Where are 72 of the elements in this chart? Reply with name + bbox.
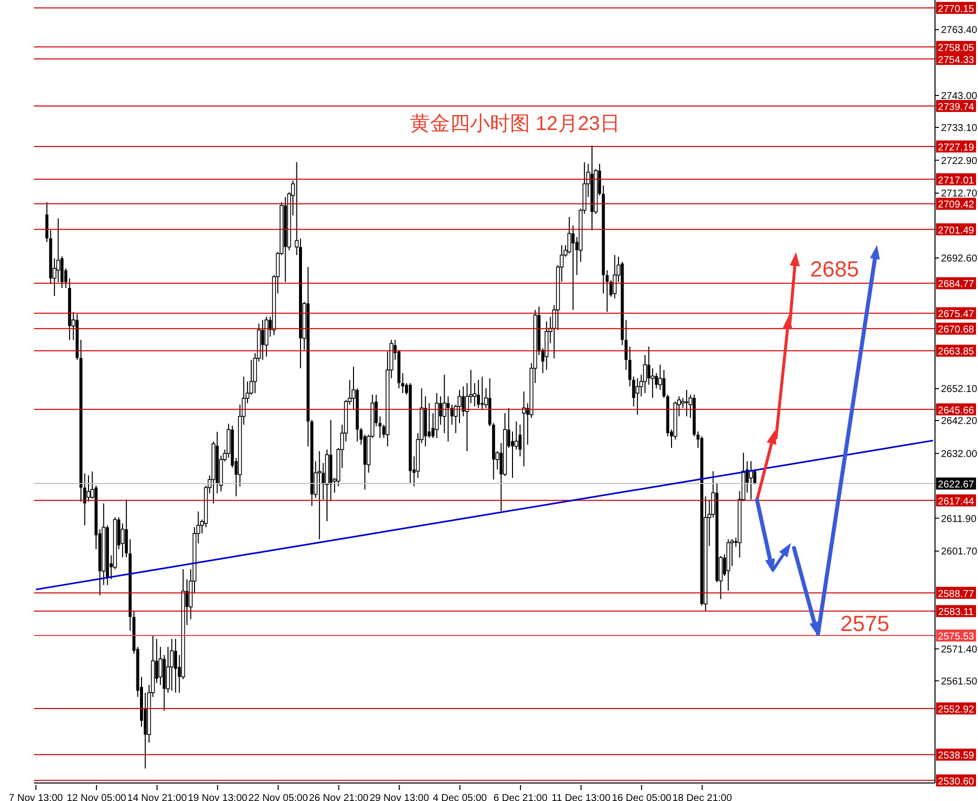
ref-line-label: 2717.01 [938,175,975,186]
candlestick [749,460,753,500]
ref-line-label: 2727.19 [938,142,975,154]
annotation: 2685 [810,256,860,282]
x-tick-label: 12 Nov 05:00 [66,793,127,801]
y-tick-label: 2642.20 [941,416,978,428]
candlestick [462,386,465,417]
ref-line-label: 2663.85 [938,346,975,358]
y-tick-label: 2763.40 [941,25,978,36]
x-tick-label: 19 Nov 13:00 [188,793,248,801]
candlestick [120,522,124,558]
y-tick-label: 2652.10 [941,384,978,396]
ref-line-label: 2670.68 [938,324,975,336]
y-tick-label: 2733.10 [941,122,978,134]
ref-line-label: 2552.92 [938,704,975,716]
candlestick [522,391,526,467]
annotation: 2575 [840,611,890,636]
x-tick-label: 7 Nov 13:00 [8,793,64,801]
x-tick-label: 18 Dec 21:00 [672,793,732,801]
ref-line-label: 2675.47 [938,309,975,320]
text: 黄金四小时图 12月23日 [410,113,620,135]
ref-line-label: 2530.60 [938,776,975,788]
ref-line-label: 2709.42 [938,200,975,211]
x-tick-label: 29 Nov 13:00 [370,793,430,801]
ref-line-label: 2622.67 [938,480,975,491]
candlestick [612,254,617,299]
ref-line-label: 2770.15 [938,4,975,15]
x-tick-label: 4 Dec 05:00 [432,793,488,801]
y-tick-label: 2632.00 [941,448,978,460]
x-tick-label: 11 Dec 13:00 [552,793,611,801]
ref-line-label: 2645.66 [938,405,975,416]
x-tick-label: 6 Dec 21:00 [493,793,548,801]
ref-line-label: 2583.11 [938,607,974,618]
candlestick [318,450,322,540]
candlestick [480,376,484,410]
ref-line-label: 2588.77 [938,588,975,600]
ref-line-label: 2739.74 [938,102,975,113]
x-tick-label: 14 Nov 21:00 [127,793,188,801]
candlestick [636,378,640,416]
candlestick [476,379,480,408]
x-tick-label: 16 Dec 05:00 [612,793,672,801]
x-tick-label: 26 Nov 21:00 [309,793,369,801]
candlestick [174,638,178,694]
y-tick-label: 2712.70 [941,188,978,200]
y-tick-label: 2601.70 [941,546,978,558]
candlestick [261,319,264,360]
x-tick-label: 22 Nov 05:00 [248,793,308,801]
candlestick [753,469,756,485]
candlestick [650,368,654,398]
candlestick [446,396,450,442]
candlestick [572,224,575,310]
candlestick [86,474,90,502]
y-tick-label: 2561.50 [941,676,978,688]
candlestick [170,638,174,692]
y-tick-label: 2722.90 [941,156,978,167]
candlestick [428,402,431,438]
candlestick [60,256,64,288]
y-tick-label: 2743.00 [941,91,978,102]
y-tick-label: 2611.90 [941,514,977,525]
candlestick [511,430,514,478]
y-tick-label: 2571.40 [941,644,978,656]
ref-line-label: 2575.53 [938,632,975,643]
ref-line-label: 2684.77 [938,279,975,290]
ref-line-label: 2617.44 [938,496,975,508]
ref-line-label: 2538.59 [938,750,975,762]
ref-line-label: 2758.05 [938,42,975,54]
candlestick [685,389,688,417]
ref-line-label: 2701.49 [938,225,975,236]
ref-line-label: 2754.33 [938,54,975,66]
y-tick-label: 2692.60 [941,254,978,265]
candlestick [518,424,522,457]
candlestick [378,416,382,438]
